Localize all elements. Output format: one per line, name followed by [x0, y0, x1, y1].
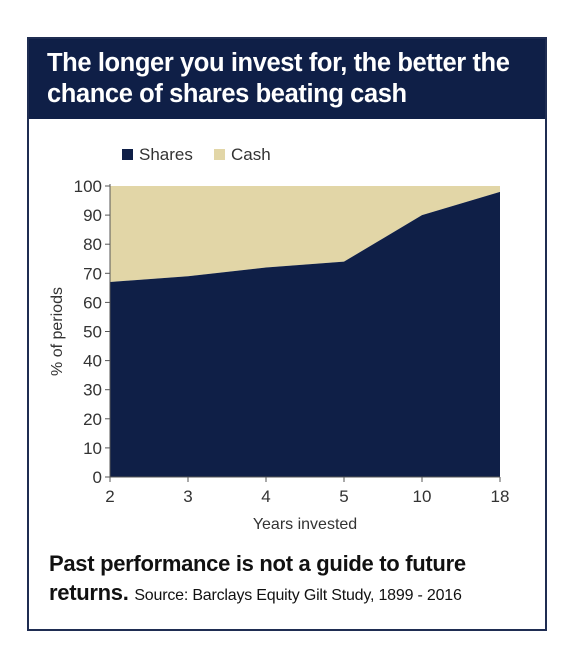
chart-title: The longer you invest for, the better th…: [47, 49, 510, 108]
title-band: The longer you invest for, the better th…: [29, 39, 545, 119]
x-tick-label: 4: [261, 487, 270, 506]
y-tick-label: 20: [83, 410, 102, 429]
x-tick-label: 18: [491, 487, 510, 506]
y-tick-label: 10: [83, 439, 102, 458]
disclaimer-line-2: returns.: [49, 580, 129, 605]
x-tick-label: 10: [413, 487, 432, 506]
x-axis-title: Years invested: [253, 516, 357, 533]
chart-card: The longer you invest for, the better th…: [27, 37, 547, 631]
y-tick-label: 0: [93, 468, 102, 487]
y-tick-label: 70: [83, 264, 102, 283]
cash-area: [110, 186, 500, 283]
y-tick-label: 80: [83, 235, 102, 254]
legend-label-cash: Cash: [231, 145, 271, 164]
x-tick-label: 5: [339, 487, 348, 506]
shares-area: [110, 191, 500, 477]
y-tick-label: 50: [83, 323, 102, 342]
footer-note: Past performance is not a guide to futur…: [49, 549, 544, 610]
y-tick-label: 100: [74, 177, 102, 196]
y-tick-label: 30: [83, 381, 102, 400]
y-tick-label: 60: [83, 293, 102, 312]
legend-swatch-cash: [214, 149, 225, 160]
legend-label-shares: Shares: [139, 145, 193, 164]
disclaimer-line-1: Past performance is not a guide to futur…: [49, 551, 466, 576]
y-tick-label: 40: [83, 352, 102, 371]
x-tick-label: 2: [105, 487, 114, 506]
source-note: Source: Barclays Equity Gilt Study, 1899…: [134, 587, 462, 604]
y-axis-title: % of periods: [49, 287, 66, 376]
x-tick-label: 3: [183, 487, 192, 506]
legend-swatch-shares: [122, 149, 133, 160]
area-chart: 0 10 20 30 40 50 60 70 80 90 100 2 3 4 5 10 18 Years inve…: [49, 145, 510, 533]
y-tick-label: 90: [83, 206, 102, 225]
